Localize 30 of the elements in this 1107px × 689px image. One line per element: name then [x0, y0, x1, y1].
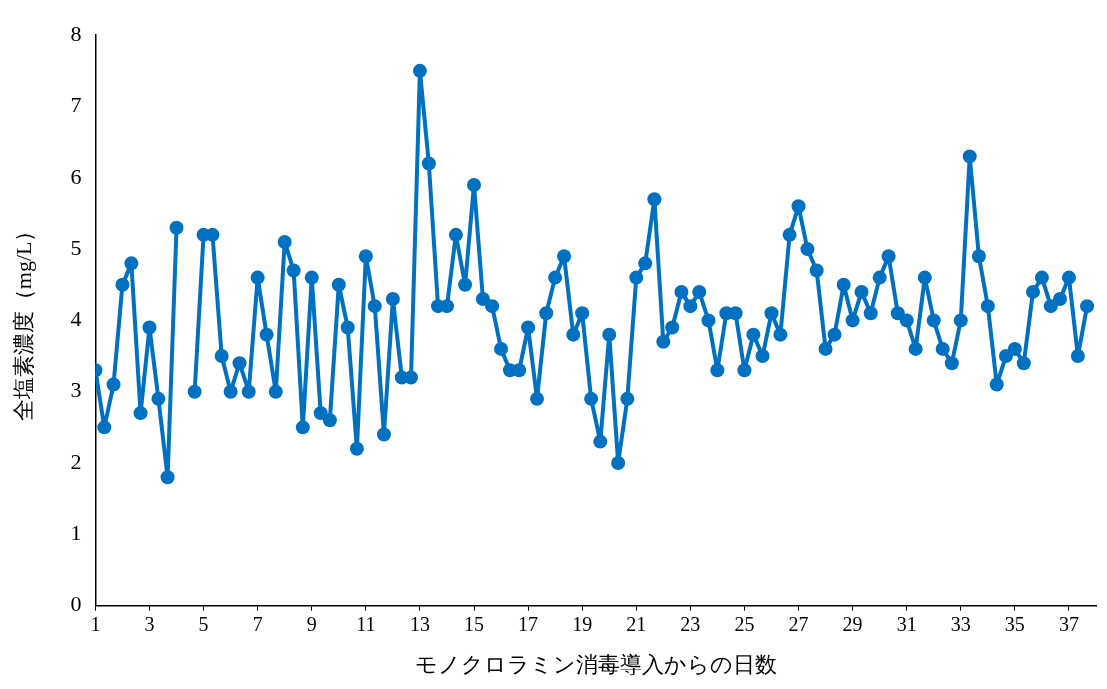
- x-tick-label: 27: [788, 612, 809, 635]
- x-tick-label: 33: [950, 612, 971, 635]
- y-tick-label: 0: [70, 591, 82, 617]
- y-tick-label: 4: [70, 306, 82, 332]
- x-tick-label: 25: [734, 612, 755, 635]
- x-tick-label: 1: [90, 612, 101, 635]
- x-tick-label: 17: [518, 612, 539, 635]
- x-tick-label: 15: [464, 612, 485, 635]
- y-axis-title: 全塩素濃度（mg/L）: [10, 219, 36, 422]
- x-tick-label: 37: [1058, 612, 1079, 635]
- y-tick-label: 2: [70, 448, 82, 474]
- x-tick-label: 29: [842, 612, 863, 635]
- x-tick-label: 35: [1004, 612, 1025, 635]
- y-tick-label: 3: [70, 377, 82, 403]
- x-tick-label: 19: [572, 612, 593, 635]
- x-tick-label: 31: [896, 612, 917, 635]
- x-tick-label: 7: [252, 612, 263, 635]
- y-tick-label: 5: [70, 234, 82, 260]
- y-tick-label: 8: [70, 20, 82, 46]
- y-tick-label: 7: [70, 92, 82, 118]
- x-tick-label: 3: [144, 612, 155, 635]
- y-tick-label: 1: [70, 520, 82, 546]
- x-tick-label: 9: [306, 612, 317, 635]
- x-tick-label: 13: [409, 612, 430, 635]
- x-tick-label: 11: [356, 612, 376, 635]
- y-tick-label: 6: [70, 163, 82, 189]
- x-tick-label: 23: [680, 612, 701, 635]
- x-tick-label: 21: [626, 612, 647, 635]
- x-tick-label: 5: [198, 612, 209, 635]
- x-axis-title: モノクロラミン消毒導入からの日数: [414, 651, 777, 677]
